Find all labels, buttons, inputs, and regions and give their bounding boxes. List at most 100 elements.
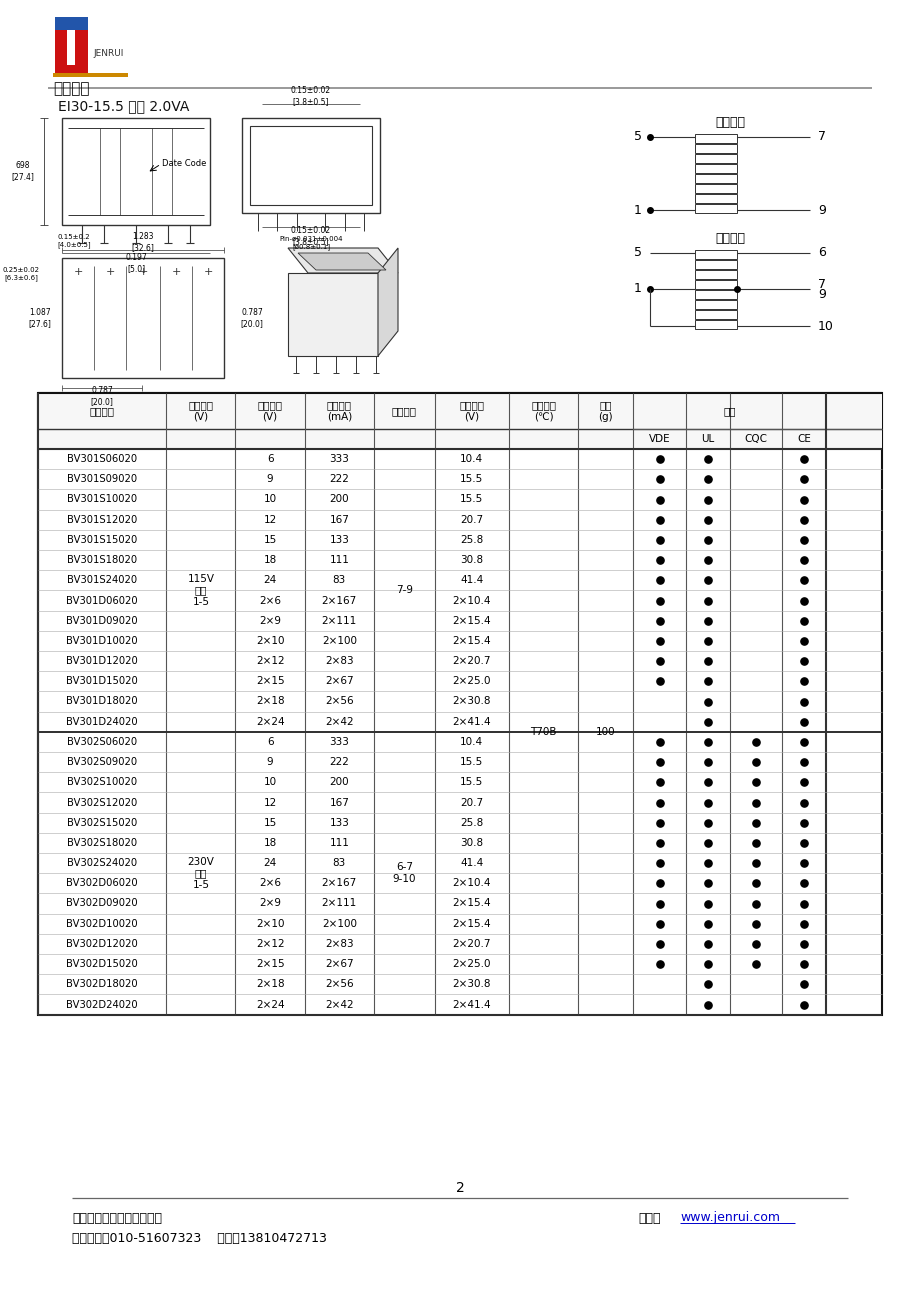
Text: 2×25.0: 2×25.0 bbox=[452, 960, 491, 969]
Bar bbox=[38, 428, 881, 449]
Text: BV301S10020: BV301S10020 bbox=[67, 495, 137, 504]
Text: BV301S06020: BV301S06020 bbox=[67, 454, 137, 464]
Text: 联系电话：010-51607323    手机：13810472713: 联系电话：010-51607323 手机：13810472713 bbox=[72, 1232, 326, 1245]
Text: 2×15.4: 2×15.4 bbox=[452, 919, 491, 928]
Text: BV301D12020: BV301D12020 bbox=[66, 656, 138, 667]
Text: BV301D15020: BV301D15020 bbox=[66, 676, 138, 686]
Text: 41.4: 41.4 bbox=[460, 858, 482, 868]
Text: 15.5: 15.5 bbox=[460, 777, 482, 788]
Text: 2×15.4: 2×15.4 bbox=[452, 635, 491, 646]
Text: BV302D24020: BV302D24020 bbox=[66, 1000, 138, 1009]
Text: 1.283
[32.6]: 1.283 [32.6] bbox=[131, 232, 154, 251]
Text: 24: 24 bbox=[263, 858, 277, 868]
Text: 333: 333 bbox=[329, 454, 349, 464]
Text: 115V
引脚
1-5: 115V 引脚 1-5 bbox=[187, 574, 214, 607]
Text: BV301D06020: BV301D06020 bbox=[66, 595, 138, 605]
Text: BV301S18020: BV301S18020 bbox=[67, 555, 137, 565]
Text: 2×42: 2×42 bbox=[324, 1000, 353, 1009]
Text: 83: 83 bbox=[333, 575, 346, 586]
Text: www.jenrui.com: www.jenrui.com bbox=[679, 1211, 779, 1224]
Text: 2×20.7: 2×20.7 bbox=[452, 939, 491, 949]
Text: T70B: T70B bbox=[529, 727, 556, 737]
Bar bbox=[694, 174, 736, 184]
Text: 25.8: 25.8 bbox=[460, 818, 482, 828]
Text: 111: 111 bbox=[329, 555, 349, 565]
Bar bbox=[62, 258, 223, 378]
Text: 2×25.0: 2×25.0 bbox=[452, 676, 491, 686]
Text: 200: 200 bbox=[329, 495, 348, 504]
Text: 333: 333 bbox=[329, 737, 349, 747]
Text: 额定电源
(mA): 额定电源 (mA) bbox=[326, 400, 352, 422]
Text: 2×6: 2×6 bbox=[259, 595, 281, 605]
Text: 5: 5 bbox=[633, 130, 641, 143]
Text: 10.4: 10.4 bbox=[460, 737, 482, 747]
Text: 2×12: 2×12 bbox=[255, 939, 284, 949]
Text: 222: 222 bbox=[329, 756, 349, 767]
Text: 2×20.7: 2×20.7 bbox=[452, 656, 491, 667]
Text: 25.8: 25.8 bbox=[460, 535, 482, 546]
Text: 1.087
[27.6]: 1.087 [27.6] bbox=[28, 309, 51, 328]
Text: 15.5: 15.5 bbox=[460, 474, 482, 484]
Text: +: + bbox=[171, 267, 180, 277]
Text: 24: 24 bbox=[263, 575, 277, 586]
Text: 2×9: 2×9 bbox=[259, 898, 281, 909]
Bar bbox=[75, 18, 88, 73]
Text: 环境温度
(℃): 环境温度 (℃) bbox=[530, 400, 555, 422]
Text: 网址：: 网址： bbox=[637, 1211, 660, 1224]
Text: 0.787
[20.0]: 0.787 [20.0] bbox=[90, 387, 113, 406]
Text: 133: 133 bbox=[329, 535, 349, 546]
Text: 2×41.4: 2×41.4 bbox=[452, 716, 491, 727]
Bar bbox=[694, 154, 736, 163]
Text: 2×41.4: 2×41.4 bbox=[452, 1000, 491, 1009]
Text: 2×30.8: 2×30.8 bbox=[452, 697, 491, 707]
Bar bbox=[55, 29, 67, 73]
Text: 2×83: 2×83 bbox=[324, 656, 353, 667]
Text: 2×10: 2×10 bbox=[255, 635, 284, 646]
Text: BV302S18020: BV302S18020 bbox=[67, 838, 137, 848]
Text: 9: 9 bbox=[267, 756, 273, 767]
Text: 41.4: 41.4 bbox=[460, 575, 482, 586]
Text: 10.4: 10.4 bbox=[460, 454, 482, 464]
Text: 2×18: 2×18 bbox=[255, 697, 284, 707]
Bar bbox=[694, 320, 736, 329]
Text: BV301D10020: BV301D10020 bbox=[66, 635, 138, 646]
Text: 北京杰世: 北京杰世 bbox=[53, 82, 89, 96]
Bar bbox=[694, 250, 736, 259]
Text: BV302S24020: BV302S24020 bbox=[67, 858, 137, 868]
Text: 20.7: 20.7 bbox=[460, 798, 482, 807]
Text: 2: 2 bbox=[455, 1181, 464, 1195]
Text: 输入电压
(V): 输入电压 (V) bbox=[188, 400, 213, 422]
Text: EI30-15.5 系列 2.0VA: EI30-15.5 系列 2.0VA bbox=[58, 99, 189, 113]
Text: 7: 7 bbox=[817, 277, 825, 290]
Text: 0.15±0.02
[3.8±0.5]: 0.15±0.02 [3.8±0.5] bbox=[290, 86, 331, 105]
Text: 230V
引脚
1-5: 230V 引脚 1-5 bbox=[187, 857, 214, 889]
Text: 9: 9 bbox=[267, 474, 273, 484]
Text: 输出引脚: 输出引脚 bbox=[391, 406, 416, 417]
Text: 2×167: 2×167 bbox=[322, 595, 357, 605]
Bar bbox=[38, 393, 881, 1014]
Bar bbox=[53, 73, 128, 77]
Bar bbox=[694, 310, 736, 319]
Text: 2×42: 2×42 bbox=[324, 716, 353, 727]
Text: 2×30.8: 2×30.8 bbox=[452, 979, 491, 990]
Text: 18: 18 bbox=[263, 838, 277, 848]
Text: 200: 200 bbox=[329, 777, 348, 788]
Text: 重量
(g): 重量 (g) bbox=[597, 400, 612, 422]
Text: BV302D10020: BV302D10020 bbox=[66, 919, 138, 928]
Text: 0.15±0.2
[4.0±0.5]: 0.15±0.2 [4.0±0.5] bbox=[57, 234, 91, 247]
Text: 2×10.4: 2×10.4 bbox=[452, 595, 491, 605]
Text: BV302S12020: BV302S12020 bbox=[67, 798, 137, 807]
Bar bbox=[694, 204, 736, 214]
Text: BV302D12020: BV302D12020 bbox=[66, 939, 138, 949]
Text: 2×83: 2×83 bbox=[324, 939, 353, 949]
Text: 1: 1 bbox=[633, 283, 641, 296]
Text: 10: 10 bbox=[817, 319, 833, 332]
Text: Pin-ø0.031±0.004
[ø0.8±0.1]: Pin-ø0.031±0.004 [ø0.8±0.1] bbox=[279, 236, 343, 250]
Bar bbox=[242, 118, 380, 214]
Text: 698
[27.4]: 698 [27.4] bbox=[11, 161, 34, 181]
Text: 2×56: 2×56 bbox=[324, 979, 353, 990]
Text: BV301S09020: BV301S09020 bbox=[67, 474, 137, 484]
Text: 2×15: 2×15 bbox=[255, 960, 284, 969]
Text: BV302S15020: BV302S15020 bbox=[67, 818, 137, 828]
Text: CQC: CQC bbox=[744, 434, 767, 444]
